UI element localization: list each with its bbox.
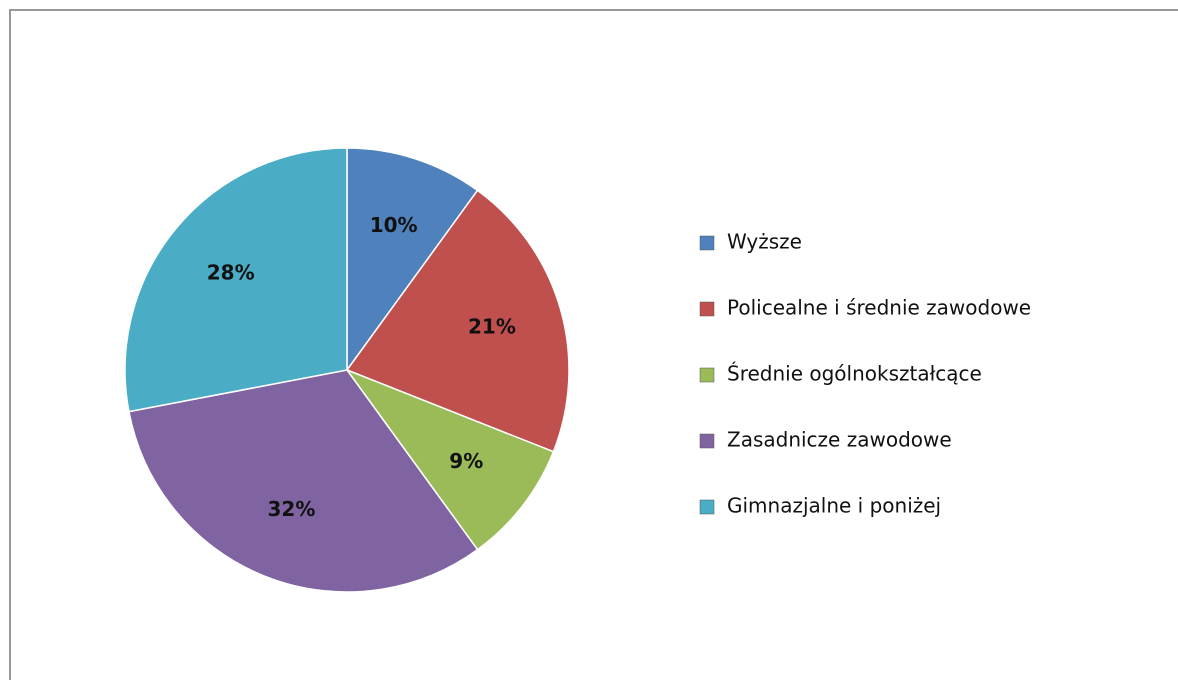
legend-label: Wyższe (727, 230, 802, 254)
data-label: 9% (449, 449, 483, 473)
data-label: 21% (468, 314, 516, 338)
data-label: 10% (370, 213, 418, 237)
legend-label: Gimnazjalne i poniżej (727, 494, 941, 518)
legend-swatch (699, 301, 715, 317)
legend-swatch (699, 235, 715, 251)
legend-label: Zasadnicze zawodowe (727, 428, 952, 452)
pie-slice (128, 369, 479, 593)
pie-slice (346, 147, 479, 373)
pie-slice (124, 147, 348, 413)
legend-swatch (699, 433, 715, 449)
legend-swatch (699, 367, 715, 383)
legend-label: Średnie ogólnokształcące (727, 362, 982, 386)
data-label: 28% (207, 260, 255, 284)
legend-swatch (699, 499, 715, 515)
pie-slice (345, 189, 570, 453)
pie-slice (344, 368, 555, 551)
frame (9, 9, 1178, 680)
data-label: 32% (267, 497, 315, 521)
legend-label: Policealne i średnie zawodowe (727, 296, 1031, 320)
